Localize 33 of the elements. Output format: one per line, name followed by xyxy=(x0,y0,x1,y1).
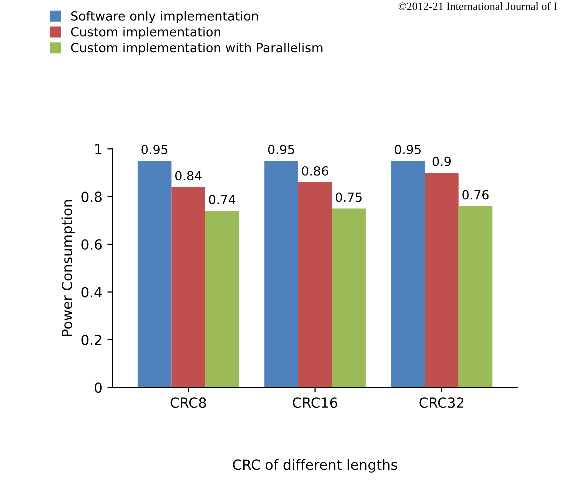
bar xyxy=(391,161,426,388)
x-tick-label: CRC16 xyxy=(293,398,338,408)
data-label: 0.75 xyxy=(336,192,362,202)
bar xyxy=(138,161,172,388)
data-label: 0.84 xyxy=(176,171,202,181)
legend-label: Custom implementation xyxy=(71,27,220,40)
data-label: 0.86 xyxy=(302,166,328,176)
bar xyxy=(264,161,298,388)
legend-label: Custom implementation with Parallelism xyxy=(71,42,323,56)
text: ©2012-21 International Journal of I xyxy=(398,2,557,10)
y-tick-label: 0.2 xyxy=(82,334,102,346)
bar xyxy=(205,211,240,388)
x-axis-title: CRC of different lengths xyxy=(233,459,398,473)
data-label: 0.76 xyxy=(462,190,489,200)
x-tick-label: CRC32 xyxy=(420,398,464,408)
bar xyxy=(332,208,366,388)
data-label: 0.95 xyxy=(395,144,421,154)
data-label: 0.74 xyxy=(209,195,236,205)
bar xyxy=(298,182,332,388)
y-tick-label: 0.4 xyxy=(82,287,102,298)
bar xyxy=(425,172,459,388)
y-tick-label: 0.8 xyxy=(82,192,102,202)
y-axis-title: Power Consumption xyxy=(62,200,76,336)
data-label: 0.9 xyxy=(432,156,452,166)
x-tick-label: CRC8 xyxy=(170,398,206,408)
y-tick-label: 0.6 xyxy=(82,239,102,250)
data-label: 0.95 xyxy=(268,144,294,154)
bar xyxy=(172,187,206,388)
data-label: 0.95 xyxy=(142,144,168,154)
y-tick-label: 0 xyxy=(94,382,102,394)
legend-label: Software only implementation xyxy=(71,11,258,24)
y-tick-label: 1 xyxy=(96,144,102,154)
bar xyxy=(458,206,493,388)
